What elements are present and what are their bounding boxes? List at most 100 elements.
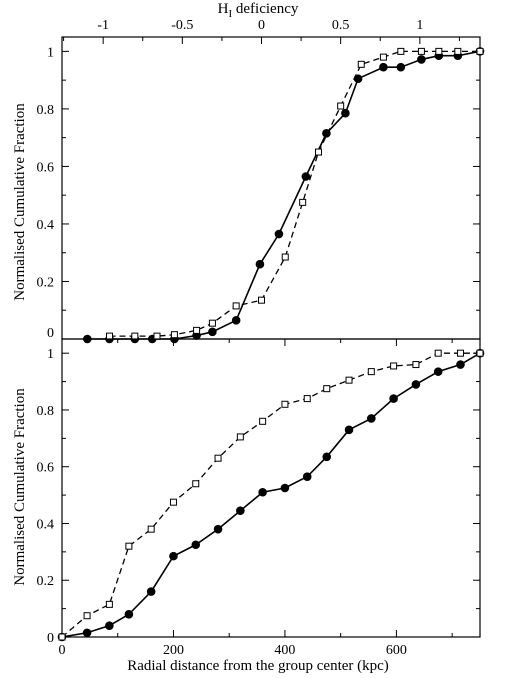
top-open-square-point xyxy=(315,148,322,156)
top-open-square-point xyxy=(106,332,113,340)
top-x-axis-title: HI deficiency xyxy=(218,1,299,20)
bottom-filled-circle-point xyxy=(456,360,465,369)
bottom-filled-circle-point xyxy=(258,487,267,497)
top-filled-circle-point xyxy=(301,172,311,181)
top-y-tick-label: 0.6 xyxy=(37,160,55,175)
bottom-y-tick-label: 0.6 xyxy=(37,461,55,476)
bottom-open-square-point xyxy=(105,600,113,608)
bottom-filled-circle-point xyxy=(322,452,332,462)
top-filled-circle-point xyxy=(341,108,350,118)
top-open-square-point xyxy=(299,198,307,206)
bottom-y-tick-label: 1 xyxy=(47,347,54,362)
bottom-y-tick-label: 0 xyxy=(47,631,54,646)
top-x-tick-label: 1 xyxy=(416,18,423,33)
top-dashed-series-line xyxy=(109,50,480,337)
top-open-square-point xyxy=(476,47,484,55)
bottom-open-square-point xyxy=(476,349,484,357)
bottom-filled-circle-point xyxy=(367,414,376,423)
bottom-filled-circle-point xyxy=(124,609,134,619)
top-filled-circle-point xyxy=(274,229,284,239)
bottom-open-square-point xyxy=(236,433,244,441)
bottom-filled-circle-point xyxy=(82,628,92,638)
bottom-solid-series-line xyxy=(61,352,481,638)
bottom-filled-circle-point xyxy=(389,394,398,403)
bottom-y-tick-label: 0.4 xyxy=(37,517,55,532)
bottom-open-square-point xyxy=(390,362,398,370)
bottom-filled-circle-point xyxy=(433,367,443,376)
top-open-square-point xyxy=(170,331,178,339)
bottom-y-tick-label: 0.8 xyxy=(37,404,55,419)
top-filled-circle-point xyxy=(231,316,241,325)
bottom-x-tick-label: 400 xyxy=(274,643,295,658)
top-open-square-point xyxy=(379,53,387,61)
top-filled-circle-point xyxy=(417,55,426,64)
top-open-square-point xyxy=(435,47,443,55)
top-plot-frame xyxy=(61,36,481,340)
bottom-x-axis-title: Radial distance from the group center (k… xyxy=(127,658,389,674)
bottom-y-tick-label: 0.2 xyxy=(37,574,55,589)
top-x-axis-title-text: HI deficiency xyxy=(218,1,299,20)
bottom-dashed-series-line xyxy=(61,352,480,638)
bottom-open-square-point xyxy=(58,633,66,641)
top-x-axis-title-main: H xyxy=(218,1,229,17)
bottom-open-square-point xyxy=(169,498,177,506)
bottom-filled-circle-point xyxy=(169,551,178,561)
bottom-x-tick-label: 200 xyxy=(163,643,184,658)
top-open-square-point xyxy=(281,253,289,261)
bottom-open-square-point xyxy=(434,349,442,357)
bottom-open-square-point xyxy=(345,376,353,384)
top-panel: 0 0.2 0.4 0.6 0.8 1 -1 -0.5 0 0.5 1 xyxy=(37,18,485,344)
top-x-axis-title-sub: I xyxy=(228,8,232,20)
top-filled-circle-point xyxy=(208,327,217,337)
top-open-square-point xyxy=(131,332,139,340)
bottom-open-square-point xyxy=(147,525,155,533)
top-open-square-point xyxy=(232,302,240,310)
top-x-tick-label: 0.5 xyxy=(332,18,350,33)
bottom-open-square-point xyxy=(412,361,420,369)
top-x-tick-label: 0 xyxy=(258,18,265,33)
top-filled-circle-point xyxy=(396,62,406,72)
top-open-square-point xyxy=(397,47,405,55)
top-filled-circle-point xyxy=(353,74,363,84)
top-solid-series-line xyxy=(87,50,481,340)
top-y-axis-title: Normalised Cumulative Fraction xyxy=(12,103,28,301)
bottom-open-square-point xyxy=(83,612,91,620)
top-open-square-point xyxy=(417,47,425,55)
top-filled-circle-point xyxy=(379,62,388,72)
bottom-filled-circle-point xyxy=(280,483,290,493)
bottom-open-square-point xyxy=(303,395,311,403)
top-x-tick-label: -0.5 xyxy=(171,18,193,33)
bottom-open-square-point xyxy=(192,480,200,488)
top-open-square-point xyxy=(454,47,462,55)
top-open-square-point xyxy=(208,319,216,327)
bottom-filled-circle-point xyxy=(213,524,223,534)
bottom-open-square-point xyxy=(456,349,464,357)
top-y-tick-label: 0.4 xyxy=(37,218,55,233)
bottom-x-tick-label: 0 xyxy=(59,643,66,658)
bottom-filled-circle-point xyxy=(411,380,421,389)
bottom-open-square-point xyxy=(259,417,267,425)
bottom-filled-circle-point xyxy=(105,621,114,630)
bottom-y-axis-title: Normalised Cumulative Fraction xyxy=(12,388,28,586)
bottom-open-square-point xyxy=(281,400,289,408)
top-open-square-point xyxy=(193,326,201,334)
top-open-square-point xyxy=(153,332,161,340)
top-open-square-point xyxy=(258,296,265,304)
top-filled-circle-point xyxy=(255,259,265,269)
top-open-square-point xyxy=(357,60,365,68)
bottom-open-square-point xyxy=(214,454,222,462)
bottom-plot-frame xyxy=(61,338,481,638)
top-y-tick-label: 0 xyxy=(47,326,54,341)
bottom-filled-circle-point xyxy=(344,425,354,435)
top-x-tick-label: -1 xyxy=(97,18,109,33)
bottom-filled-circle-point xyxy=(146,587,156,596)
top-y-tick-label: 1 xyxy=(47,45,54,60)
bottom-filled-circle-point xyxy=(236,506,245,516)
bottom-open-square-point xyxy=(367,368,375,376)
bottom-panel: 0 0.2 0.4 0.6 0.8 1 0 200 400 600 xyxy=(37,338,485,658)
bottom-x-tick-label: 600 xyxy=(386,643,407,658)
top-open-square-point xyxy=(337,102,345,110)
top-filled-circle-point xyxy=(322,129,331,138)
bottom-open-square-point xyxy=(323,385,331,393)
